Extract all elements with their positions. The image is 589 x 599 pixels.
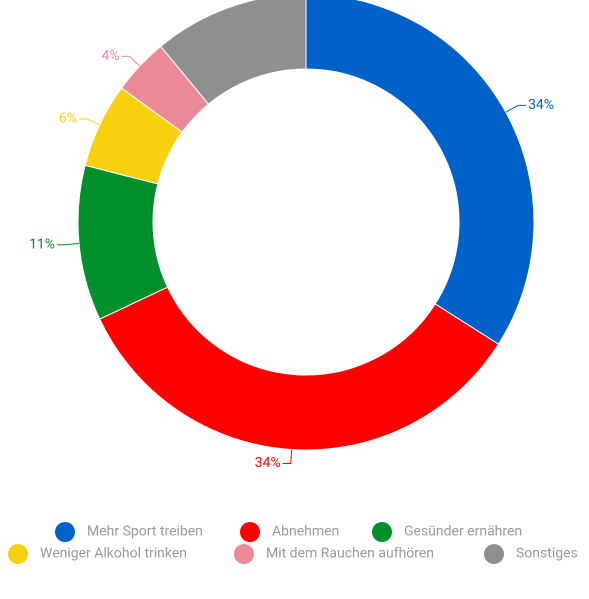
data-label: 34% [255,455,281,471]
donut-slice [99,286,500,451]
leader-line [79,118,100,126]
data-label: 4% [101,48,119,64]
data-label: 34% [528,97,554,113]
legend-swatch [234,544,254,564]
legend-label: Weniger Alkohol trinken [40,546,187,562]
data-label: 11% [29,236,55,252]
legend-swatch [372,522,392,542]
legend-swatch [55,522,75,542]
legend-label: Abnehmen [272,524,339,540]
donut-slice [159,0,307,105]
legend-swatch [8,544,28,564]
legend-swatch [240,522,260,542]
legend-label: Sonstiges [516,546,578,562]
legend-label: Gesünder ernähren [404,524,522,540]
leader-line [505,104,527,113]
legend-label: Mehr Sport treiben [87,524,203,540]
data-label: 6% [59,111,77,127]
leader-line [282,449,293,465]
legend-swatch [484,544,504,564]
leader-line [57,242,80,246]
legend-label: Mit dem Rauchen aufhören [266,546,434,562]
donut-slice [305,0,535,345]
leader-line [121,55,141,67]
